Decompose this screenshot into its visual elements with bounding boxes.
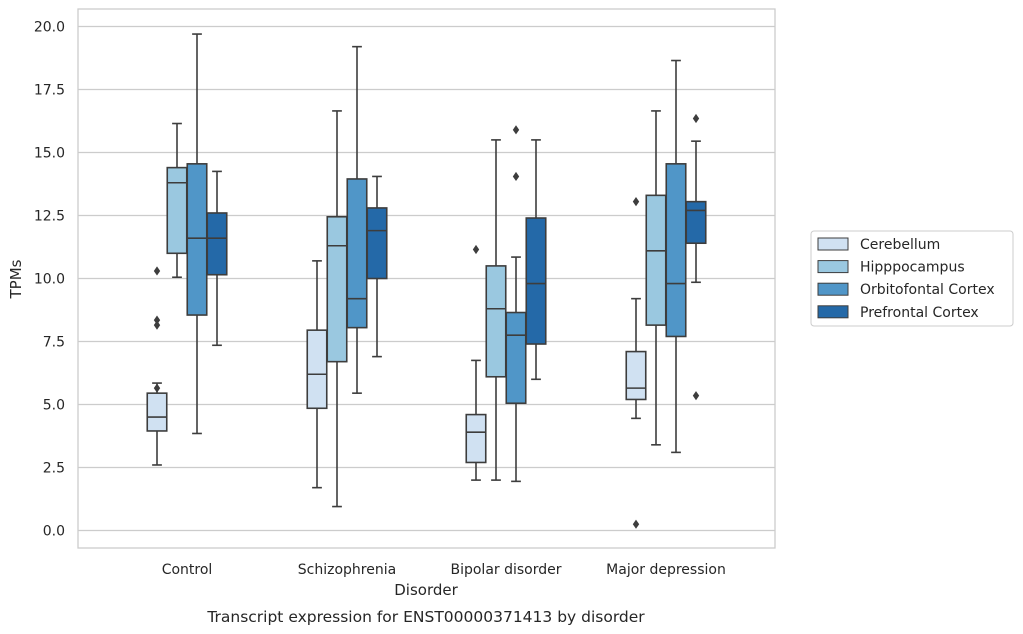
legend-label: Cerebellum [860,237,940,253]
box-prefrontal-cortex-0 [206,170,228,347]
legend-swatch [817,237,849,251]
y-tick-label: 7.5 [43,335,65,351]
outlier-point [632,197,640,207]
box-prefrontal-cortex-2 [525,139,547,381]
box-cerebellum-1 [306,260,328,489]
legend-frame [810,230,1014,327]
x-tick-label: Control [162,562,213,578]
iqr-box [166,166,188,255]
box-hipppocampus-1 [326,110,348,508]
iqr-box [146,392,168,432]
y-tick-label: 12.5 [34,209,65,225]
x-tick-labels: Control Schizophrenia Bipolar disorder Majo… [162,562,726,578]
box-hipppocampus-3 [645,110,667,446]
legend-swatch [817,305,849,319]
outlier-point [632,519,640,529]
x-axis-label: Disorder [394,581,458,599]
y-tick-label: 15.0 [34,146,65,162]
legend-swatch [817,282,849,296]
box-orbitofontal-cortex-1 [346,45,368,394]
legend-label: Orbitofontal Cortex [860,282,995,298]
box-cerebellum-3 [625,197,647,529]
legend-label: Hipppocampus [860,260,965,276]
box-orbitofontal-cortex-3 [665,59,687,454]
iqr-box [306,329,328,410]
iqr-box [346,178,368,329]
iqr-box [206,212,228,276]
iqr-box [186,163,208,316]
outlier-point [692,113,700,124]
iqr-box [665,163,687,338]
iqr-box [525,217,547,345]
chart-caption: Transcript expression for ENST0000037141… [206,608,645,626]
y-axis-label: TPMs [7,259,25,299]
iqr-box [326,215,348,363]
legend-label: Prefrontal Cortex [860,305,979,321]
outlier-point [512,171,520,182]
legend: Cerebellum Hipppocampus Orbitofontal Corte… [810,230,1014,327]
box-prefrontal-cortex-1 [366,175,388,358]
outlier-point [153,315,161,325]
boxes [146,33,707,529]
iqr-box [645,194,667,326]
y-tick-label: 17.5 [34,83,65,99]
iqr-box [505,311,527,405]
y-tick-label: 2.5 [43,461,65,477]
x-tick-label: Bipolar disorder [450,562,561,578]
outlier-point [153,266,161,276]
iqr-box [685,200,707,245]
iqr-box [485,265,507,378]
iqr-box [366,207,388,280]
box-cerebellum-2 [465,244,487,481]
iqr-box [625,350,647,401]
outlier-point [153,383,161,393]
box-prefrontal-cortex-3 [685,113,707,401]
outlier-point [512,125,520,135]
box-orbitofontal-cortex-0 [186,33,208,435]
x-tick-label: Major depression [606,562,726,578]
y-tick-label: 10.0 [34,272,65,288]
box-orbitofontal-cortex-2 [505,125,527,483]
y-tick-label: 20.0 [34,20,65,36]
iqr-box [465,413,487,464]
legend-swatch [817,260,849,274]
x-tick-label: Schizophrenia [298,562,396,578]
y-tick-label: 0.0 [43,524,65,540]
y-tick-label: 5.0 [43,398,65,414]
outlier-point [472,244,480,255]
outlier-point [153,320,161,330]
y-tick-labels: 0.0 2.5 5.0 7.5 10.0 12.5 15.0 17.5 20.0 [34,20,65,540]
box-cerebellum-0 [146,266,168,466]
outlier-point [692,391,700,401]
